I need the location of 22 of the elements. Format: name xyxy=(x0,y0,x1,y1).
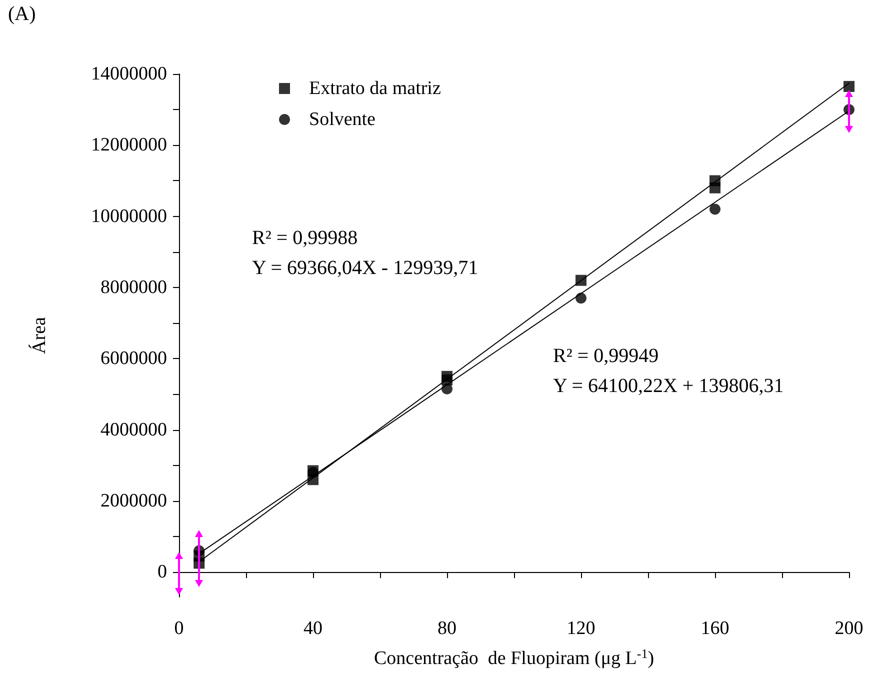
x-tick-label: 0 xyxy=(174,618,184,639)
x-tick-label: 200 xyxy=(834,618,864,639)
y-tick-label: 10000000 xyxy=(91,206,167,227)
x-tick-label: 160 xyxy=(700,618,730,639)
annotation: R² = 0,99949 xyxy=(553,345,659,367)
y-tick-label: 0 xyxy=(158,562,167,583)
annotation: Y = 69366,04X - 129939,71 xyxy=(252,257,478,279)
x-tick-label: 40 xyxy=(304,618,322,639)
annotation: R² = 0,99988 xyxy=(252,227,358,249)
y-tick-label: 6000000 xyxy=(100,348,167,370)
legend-label: Solvente xyxy=(309,109,376,130)
x-tick-label: 80 xyxy=(438,618,456,639)
y-tick-label: 8000000 xyxy=(100,276,167,298)
x-tick-label: 120 xyxy=(566,618,596,639)
y-tick-label: 4000000 xyxy=(100,419,167,440)
y-tick-label: 14000000 xyxy=(91,64,167,84)
legend-label: Extrato da matriz xyxy=(309,78,441,99)
y-tick-label: 2000000 xyxy=(100,490,167,512)
annotation: Y = 64100,22X + 139806,31 xyxy=(553,375,784,397)
y-tick-label: 12000000 xyxy=(91,134,167,156)
text: (A) xyxy=(8,3,36,25)
y-axis-title: Área xyxy=(28,316,50,354)
